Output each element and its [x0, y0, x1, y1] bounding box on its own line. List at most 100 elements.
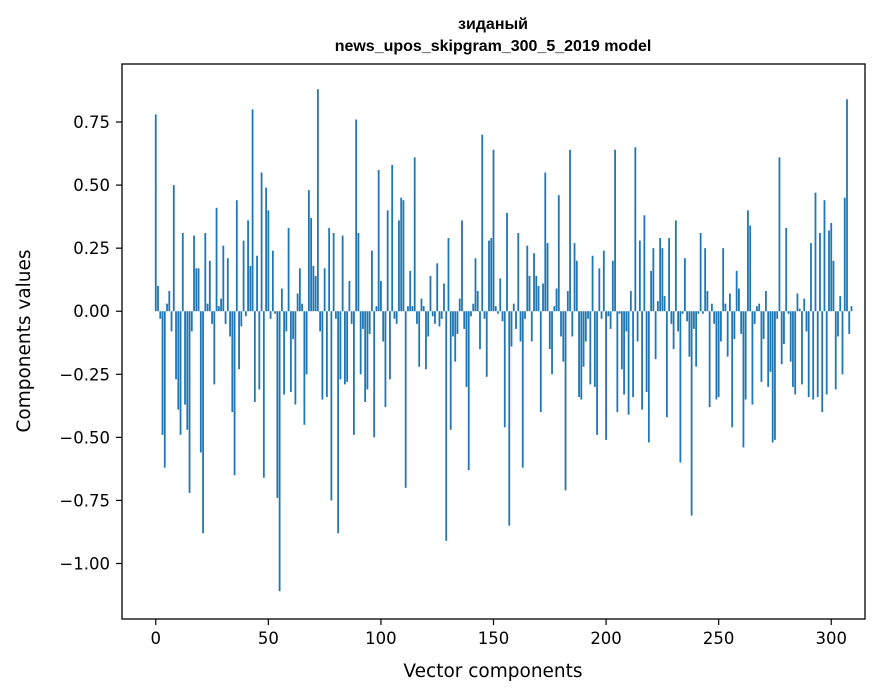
bar: [402, 200, 405, 312]
bar: [366, 311, 369, 390]
bar: [355, 119, 358, 312]
bar: [172, 185, 175, 312]
bar: [339, 311, 342, 380]
bar: [323, 268, 326, 312]
bar: [334, 311, 337, 319]
bar: [688, 311, 691, 357]
bar: [771, 311, 774, 443]
bar: [652, 248, 655, 312]
bar: [470, 311, 472, 317]
bar: [287, 227, 290, 312]
bar: [794, 311, 797, 395]
bar: [798, 308, 801, 312]
bar: [260, 172, 263, 312]
bar: [659, 238, 662, 312]
bar: [717, 311, 720, 397]
bar: [256, 255, 258, 312]
bar: [418, 311, 421, 367]
bar: [251, 109, 254, 312]
bar: [276, 311, 279, 498]
bar: [569, 149, 571, 312]
bar: [510, 311, 513, 347]
bar: [521, 311, 524, 468]
bar: [562, 311, 565, 362]
bar: [449, 311, 452, 430]
bar: [330, 311, 333, 501]
bar: [467, 311, 470, 471]
bar: [623, 311, 625, 395]
x-tick-label: 200: [590, 629, 622, 648]
bar: [699, 233, 702, 312]
bar: [656, 301, 659, 312]
bar: [848, 311, 851, 334]
bar: [627, 311, 630, 415]
bar: [157, 286, 159, 312]
bar: [744, 311, 747, 400]
bar: [447, 238, 450, 312]
bar: [749, 225, 752, 312]
bar: [825, 311, 828, 395]
bar: [783, 311, 785, 345]
bar: [787, 311, 790, 314]
bar: [190, 311, 193, 332]
bar: [747, 210, 749, 312]
bar: [497, 311, 499, 314]
bar: [244, 311, 247, 317]
bar: [289, 311, 292, 392]
bar: [738, 288, 740, 312]
bar: [357, 233, 360, 312]
bar: [544, 172, 547, 312]
bar: [476, 291, 479, 312]
bar: [508, 311, 511, 526]
bar: [756, 306, 758, 312]
bar: [436, 263, 439, 312]
y-axis-label: Components values: [14, 249, 35, 432]
bar: [807, 311, 810, 397]
x-axis-ticks: 0 50 100 150 200 250 300: [151, 619, 847, 648]
bar: [411, 306, 414, 312]
bar: [377, 169, 380, 312]
bar: [319, 311, 322, 332]
bar: [792, 311, 794, 387]
bar: [181, 233, 184, 312]
bar: [803, 298, 806, 312]
bar: [573, 243, 576, 312]
bar: [175, 311, 177, 380]
bar: [753, 311, 756, 324]
bar: [395, 311, 398, 324]
bar: [537, 286, 540, 312]
bar: [307, 190, 310, 312]
x-tick-label: 300: [815, 629, 847, 648]
bar: [332, 233, 335, 312]
bar: [348, 280, 351, 312]
bar: [384, 311, 387, 408]
bar: [708, 311, 711, 408]
bar: [364, 311, 367, 403]
bar: [161, 311, 164, 435]
bar: [729, 293, 731, 312]
bar: [704, 248, 707, 312]
bar: [535, 275, 538, 312]
bar: [494, 306, 497, 312]
bar: [843, 197, 846, 312]
bar: [258, 311, 261, 390]
bar: [690, 311, 693, 516]
x-tick-label: 150: [478, 629, 510, 648]
bar: [362, 311, 364, 329]
bar: [681, 311, 684, 314]
bar: [305, 311, 308, 375]
bar: [740, 311, 743, 334]
bar: [283, 311, 286, 395]
bar: [177, 311, 180, 410]
bar: [564, 311, 567, 491]
bar: [686, 311, 689, 322]
bar: [785, 227, 788, 312]
bar: [231, 311, 234, 413]
bar: [420, 298, 423, 312]
bar: [733, 311, 736, 339]
bar: [780, 311, 783, 365]
bar: [427, 311, 430, 337]
bar: [582, 311, 585, 367]
bar: [526, 245, 529, 312]
bar: [506, 212, 508, 312]
